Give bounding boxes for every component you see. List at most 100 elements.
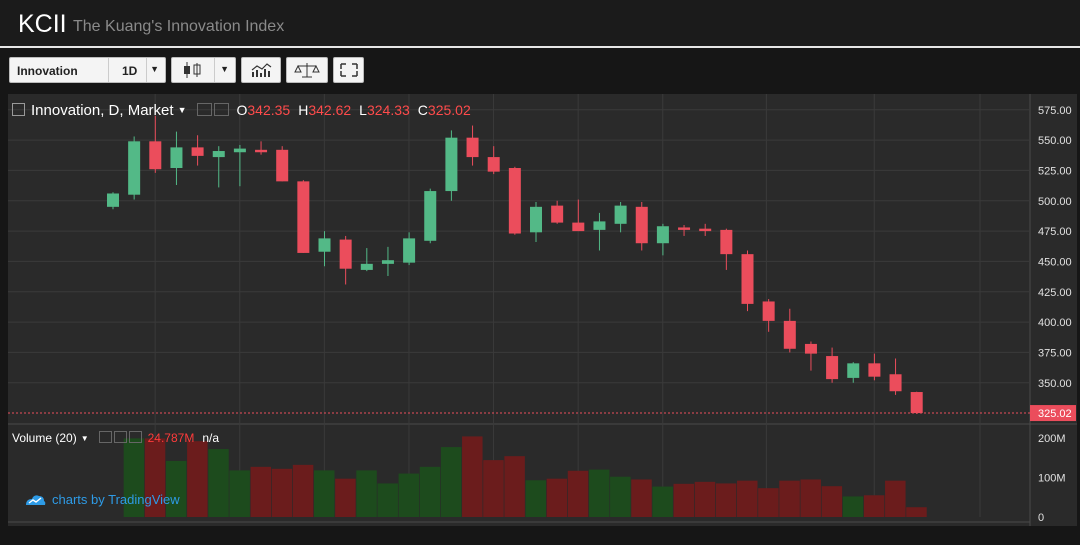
settings-icon[interactable] <box>196 103 212 116</box>
symbol-input[interactable]: Innovation 1D ▼ <box>9 57 166 83</box>
candle-body <box>445 137 458 192</box>
candle-body <box>614 205 627 224</box>
low-label: L <box>359 102 367 118</box>
last-price-label: 325.02 <box>1038 408 1072 420</box>
volume-bar <box>588 469 610 517</box>
candle-body <box>149 141 162 170</box>
candle-body <box>678 227 691 230</box>
volume-bar <box>208 449 229 517</box>
volume-bar <box>229 470 250 517</box>
volume-bar <box>483 460 504 517</box>
indicators-icon <box>251 63 272 77</box>
symbol-label: Innovation <box>17 64 78 78</box>
collapse-icon[interactable] <box>12 103 25 116</box>
y-tick-label: 400.00 <box>1038 317 1072 329</box>
candle-body <box>720 229 733 255</box>
high-value: 342.62 <box>308 102 352 118</box>
fullscreen-button[interactable] <box>333 57 364 83</box>
candle-body <box>339 239 352 269</box>
close-label: C <box>417 102 428 118</box>
indicators-button[interactable] <box>241 57 281 83</box>
volume-bar <box>314 470 335 517</box>
y-tick-label: 575.00 <box>1038 105 1072 117</box>
volume-bar <box>187 441 208 517</box>
volume-bar <box>504 456 525 517</box>
chart-toolbar: Innovation 1D ▼ ▼ <box>0 48 1080 92</box>
volume-bar <box>906 507 927 517</box>
tradingview-branding[interactable]: charts by TradingView <box>24 492 180 507</box>
candle-body <box>170 147 183 169</box>
candle-body <box>318 238 331 252</box>
chart-panel: 261014182226Aug510575.00550.00525.00500.… <box>8 94 1077 526</box>
candle-body <box>233 148 246 153</box>
candle-body <box>826 356 839 380</box>
open-label: O <box>236 102 248 118</box>
candle-body <box>212 151 225 158</box>
candle-body <box>487 157 500 172</box>
candle-body <box>910 392 923 414</box>
volume-bar <box>631 479 652 517</box>
volume-value: 24.787M <box>147 431 195 445</box>
candle-body <box>403 238 416 263</box>
series-title: Innovation, D, Market <box>31 102 174 119</box>
volume-hide-icon[interactable] <box>113 431 127 443</box>
candle-body <box>847 363 860 378</box>
series-dropdown-icon[interactable]: ▼ <box>177 105 187 115</box>
candle-body <box>699 228 712 232</box>
volume-bar <box>567 470 589 517</box>
interval-label[interactable]: 1D <box>122 64 138 78</box>
candle-body <box>593 221 606 230</box>
y-tick-label: 350.00 <box>1038 378 1072 390</box>
toolbar-divider <box>214 58 215 82</box>
volume-bar <box>885 480 906 517</box>
volume-bar <box>377 483 398 517</box>
y-tick-label: 550.00 <box>1038 135 1072 147</box>
price-chart[interactable]: 261014182226Aug510575.00550.00525.00500.… <box>8 94 1077 526</box>
volume-settings-icon[interactable] <box>98 431 112 443</box>
volume-bar <box>144 438 166 517</box>
last-price-tag <box>1030 405 1076 422</box>
candle-body <box>804 343 817 354</box>
chart-style-dropdown-icon[interactable]: ▼ <box>220 64 229 74</box>
volume-bar <box>271 468 293 517</box>
interval-dropdown-icon[interactable]: ▼ <box>150 64 159 74</box>
close-value: 325.02 <box>427 102 471 118</box>
scales-icon <box>294 63 320 78</box>
volume-dropdown-icon[interactable]: ▼ <box>80 434 89 443</box>
candlestick-icon <box>184 62 201 78</box>
volume-bar <box>737 480 758 517</box>
volume-bar <box>758 488 779 517</box>
volume-close-icon[interactable] <box>128 431 142 443</box>
candle-body <box>107 193 119 207</box>
y-tick-label: 525.00 <box>1038 165 1072 177</box>
y-tick-label: 450.00 <box>1038 256 1072 268</box>
y-tick-label: 425.00 <box>1038 287 1072 299</box>
volume-legend: Volume (20) ▼ 24.787M n/a <box>12 431 219 445</box>
volume-bar <box>462 436 483 517</box>
index-name: The Kuang's Innovation Index <box>73 18 285 35</box>
candle-body <box>741 254 754 304</box>
volume-bar <box>525 480 546 517</box>
high-label: H <box>298 102 309 118</box>
candle-body <box>508 168 521 234</box>
candle-body <box>572 222 585 232</box>
volume-bar <box>398 473 420 517</box>
chart-style-button[interactable]: ▼ <box>171 57 236 83</box>
candle-body <box>889 374 902 392</box>
volume-title: Volume (20) <box>12 431 77 445</box>
candle-body <box>424 191 437 241</box>
volume-bar <box>335 478 356 517</box>
candle-body <box>276 149 289 182</box>
low-value: 324.33 <box>366 102 410 118</box>
compare-button[interactable] <box>286 57 328 83</box>
volume-bar <box>863 495 885 517</box>
candle-body <box>868 363 881 377</box>
volume-bar <box>800 479 821 517</box>
candle-body <box>191 147 204 156</box>
volume-bar <box>419 466 441 517</box>
toolbar-divider <box>146 58 147 82</box>
candle-body <box>360 263 373 270</box>
y-tick-label: 500.00 <box>1038 196 1072 208</box>
volume-bar <box>123 438 145 517</box>
close-icon[interactable] <box>213 103 229 116</box>
